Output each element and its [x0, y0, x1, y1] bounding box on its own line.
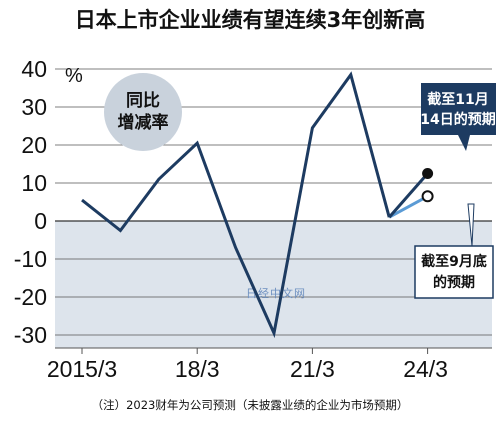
y-tick-label: 30	[21, 94, 47, 120]
chart-title: 日本上市企业业绩有望连续3年创新高	[75, 8, 426, 32]
footnote: （注）2023财年为公司预测（未披露业绩的企业为市场预期）	[92, 398, 409, 412]
forecast-nov-point	[422, 168, 434, 179]
callout-sep-box	[414, 245, 494, 299]
x-tick-label: 24/3	[403, 356, 448, 382]
x-tick-label: 21/3	[290, 356, 335, 382]
y-tick-label: 10	[21, 170, 47, 196]
y-tick-label: 0	[34, 208, 47, 234]
y-tick-label: -30	[14, 322, 47, 348]
forecast-sep-point	[421, 190, 434, 203]
x-tick-label: 18/3	[175, 356, 220, 382]
callout-nov-box	[421, 83, 496, 135]
x-axis-ticks: 2015/3 18/3 21/3 24/3	[47, 348, 448, 382]
callout-nov-line1: 截至11月	[427, 91, 488, 108]
bubble-label-line2: 增减率	[118, 112, 169, 133]
y-axis-ticks: 40 30 20 10 0 -10 -20 -30	[14, 56, 47, 348]
callout-nov-pointer	[458, 135, 470, 151]
forecast-sep-line	[388, 194, 429, 219]
series-group	[81, 71, 434, 339]
callout-sep-pointer	[467, 203, 475, 247]
y-tick-label: 20	[21, 132, 47, 158]
y-tick-label: -20	[14, 284, 47, 310]
y-tick-label: 40	[21, 56, 47, 82]
y-unit-label: %	[65, 65, 83, 87]
bubble-label-line1: 同比	[126, 90, 160, 111]
x-tick-label: 2015/3	[47, 356, 117, 382]
forecast-nov-line	[388, 172, 429, 219]
callout-sep-line2: 的预期	[433, 274, 475, 291]
watermark: 日经中文网	[246, 286, 306, 300]
y-tick-label: -10	[14, 246, 47, 272]
callout-sep-line1: 截至9月底	[421, 253, 487, 270]
callouts: 截至11月 14日的预期 截至9月底 的预期	[414, 83, 496, 299]
label-bubble	[104, 73, 182, 151]
callout-nov-line2: 14日的预期	[420, 111, 495, 128]
